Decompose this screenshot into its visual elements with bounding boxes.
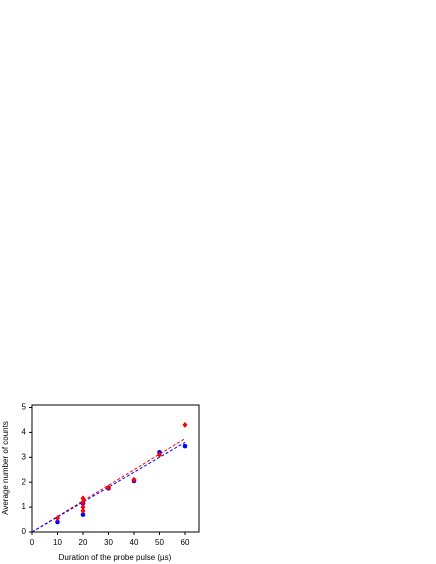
x-tick-label: 60 bbox=[181, 538, 190, 547]
point bbox=[182, 421, 188, 428]
x-tick-label: 30 bbox=[104, 538, 113, 547]
point bbox=[54, 515, 60, 522]
y-tick-label: 1 bbox=[22, 502, 27, 511]
y-tick-label: 0 bbox=[22, 527, 27, 536]
plot-frame bbox=[31, 404, 200, 533]
point bbox=[80, 507, 86, 514]
point bbox=[55, 519, 60, 525]
x-tick-label: 0 bbox=[30, 538, 35, 547]
x-axis-label: Duration of the probe pulse (µs) bbox=[59, 553, 172, 562]
x-tick-label: 10 bbox=[53, 538, 62, 547]
point bbox=[80, 504, 86, 511]
point bbox=[105, 484, 111, 491]
x-tick-label: 50 bbox=[155, 538, 164, 547]
y-tick-label: 4 bbox=[22, 428, 27, 437]
point bbox=[80, 495, 86, 502]
y-axis-label: Average number of counts bbox=[1, 421, 10, 515]
point bbox=[80, 499, 86, 506]
y-tick-label: 5 bbox=[22, 403, 27, 412]
x-tick-label: 40 bbox=[130, 538, 139, 547]
y-tick-label: 2 bbox=[22, 477, 27, 486]
x-tick-label: 20 bbox=[79, 538, 88, 547]
y-tick-label: 3 bbox=[22, 452, 27, 461]
point bbox=[156, 451, 162, 458]
point bbox=[182, 443, 188, 449]
point bbox=[131, 476, 137, 483]
point bbox=[80, 512, 86, 517]
